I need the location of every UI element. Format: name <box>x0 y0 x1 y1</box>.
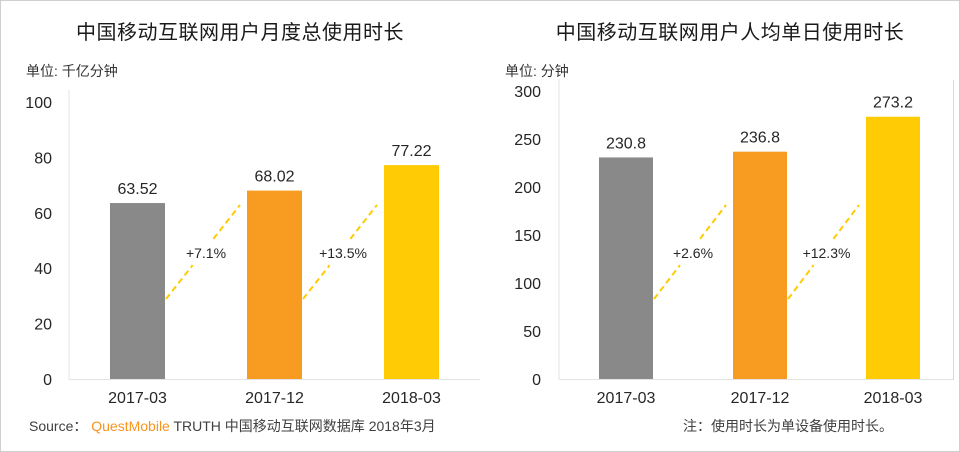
bar-2017-03 <box>599 157 653 379</box>
y-tick-label: 50 <box>523 324 541 341</box>
growth-dash-line <box>212 204 241 240</box>
y-tick-label: 0 <box>43 372 52 389</box>
x-tick-label: 2018-03 <box>864 390 923 407</box>
source-brand: QuestMobile <box>91 418 170 434</box>
growth-dash-line <box>165 264 194 300</box>
x-tick-label: 2017-12 <box>245 390 304 407</box>
chart-title-right: 中国移动互联网用户人均单日使用时长 <box>555 22 905 44</box>
bar-value-label: 68.02 <box>254 169 294 186</box>
bar-value-label: 236.8 <box>740 130 780 147</box>
bar-value-label: 273.2 <box>873 95 913 112</box>
growth-rate-label: +2.6% <box>673 245 713 261</box>
growth-rate-label: +7.1% <box>186 245 226 261</box>
x-tick-label: 2017-12 <box>731 390 790 407</box>
footnote: 注：使用时长为单设备使用时长。 <box>683 418 893 434</box>
bar-2018-03 <box>384 165 439 379</box>
source-rest: TRUTH 中国移动互联网数据库 2018年3月 <box>173 418 436 434</box>
y-tick-label: 150 <box>514 228 541 245</box>
y-tick-label: 80 <box>34 150 52 167</box>
source-line: Source： QuestMobile TRUTH 中国移动互联网数据库 201… <box>29 416 436 436</box>
growth-rate-label: +12.3% <box>803 245 851 261</box>
bar-2017-03 <box>110 203 165 379</box>
x-tick-label: 2017-03 <box>108 390 167 407</box>
growth-dash-line <box>699 204 727 240</box>
y-tick-label: 300 <box>514 84 541 101</box>
y-tick-label: 40 <box>34 261 52 278</box>
chart-monthly-total-usage: 0 20 40 60 80 100 63.52 2017-03 68.02 2017-12 77.2… <box>25 90 480 407</box>
growth-dash-line <box>349 204 378 240</box>
growth-dash-line <box>787 264 815 300</box>
source-prefix: Source： <box>29 418 88 434</box>
bar-value-label: 230.8 <box>606 135 646 152</box>
right-panel-edge <box>953 80 954 380</box>
bar-2017-12 <box>733 151 787 379</box>
growth-dash-line <box>302 264 331 300</box>
y-tick-label: 20 <box>34 317 52 334</box>
unit-label-right: 单位: 分钟 <box>505 63 569 79</box>
x-tick-label: 2017-03 <box>597 390 656 407</box>
x-tick-label: 2018-03 <box>382 390 441 407</box>
y-tick-label: 100 <box>514 276 541 293</box>
y-tick-label: 0 <box>532 372 541 389</box>
y-tick-label: 60 <box>34 206 52 223</box>
bar-value-label: 77.22 <box>391 143 431 160</box>
growth-rate-label: +13.5% <box>319 245 367 261</box>
bar-2018-03 <box>866 116 920 379</box>
unit-label-left: 单位: 千亿分钟 <box>26 63 118 79</box>
growth-dash-line <box>653 264 681 300</box>
bar-2017-12 <box>247 190 302 379</box>
bar-value-label: 63.52 <box>117 181 157 198</box>
chart-title-left: 中国移动互联网用户月度总使用时长 <box>76 22 404 44</box>
y-tick-label: 100 <box>25 95 52 112</box>
y-tick-label: 200 <box>514 180 541 197</box>
growth-dash-line <box>832 204 860 240</box>
y-tick-label: 250 <box>514 132 541 149</box>
